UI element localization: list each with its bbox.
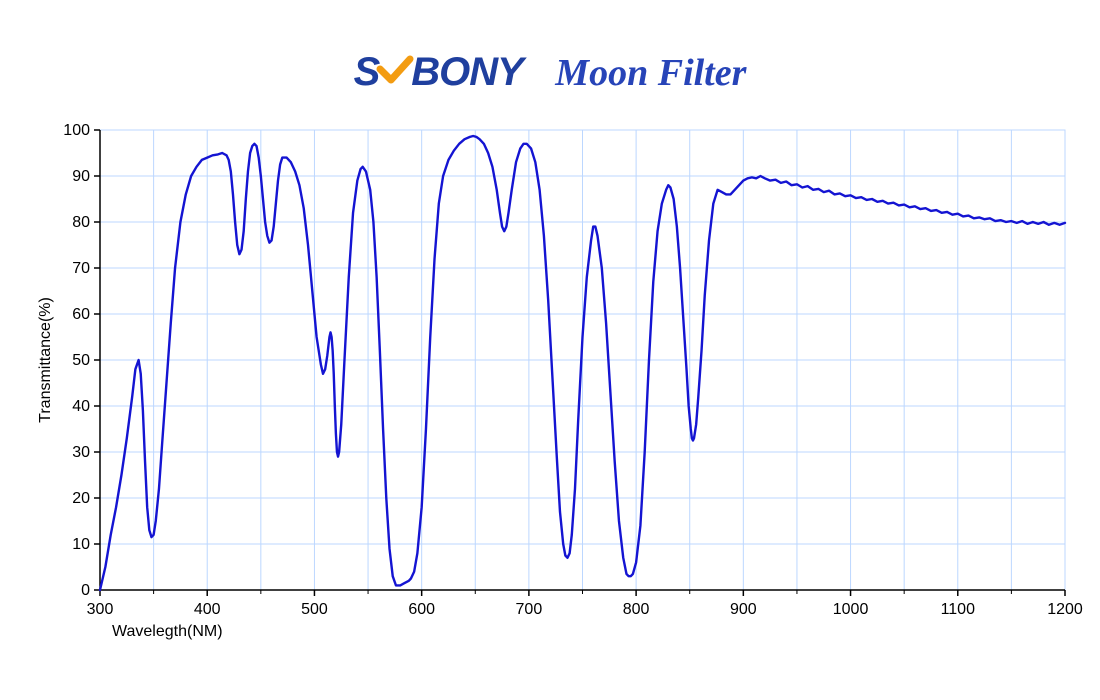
y-tick-label: 30 [72,444,90,461]
y-tick-label: 40 [72,398,90,415]
y-tick-label: 70 [72,260,90,277]
x-tick-label: 800 [623,601,650,618]
title-block: SBONY Moon Filter [0,50,1100,95]
y-axis-label: Transmittance(%) [37,297,54,423]
y-tick-label: 50 [72,352,90,369]
x-tick-label: 700 [516,601,543,618]
brand-logo: SBONY [354,50,523,95]
transmittance-chart: 0 10 20 30 40 50 60 70 80 90 100 300 400 500 600 700 800… [25,115,1085,660]
x-axis-label: Wavelegth(NM) [112,623,223,640]
brand-text-right: BONY [411,50,523,94]
y-tick-label: 60 [72,306,90,323]
brand-check-icon [376,55,414,85]
x-tick-label: 1000 [833,601,869,618]
chart-subtitle: Moon Filter [555,52,746,94]
x-tick-label: 1200 [1047,601,1083,618]
y-tick-label: 80 [72,214,90,231]
y-tick-label: 100 [63,122,90,139]
y-tick-label: 20 [72,490,90,507]
y-tick-label: 90 [72,168,90,185]
x-tick-label: 300 [87,601,114,618]
y-tick-label: 10 [72,536,90,553]
x-tick-label: 500 [301,601,328,618]
x-tick-label: 600 [408,601,435,618]
x-tick-label: 1100 [941,601,976,618]
y-tick-label: 0 [81,582,90,599]
x-tick-label: 400 [194,601,221,618]
x-tick-label: 900 [730,601,757,618]
